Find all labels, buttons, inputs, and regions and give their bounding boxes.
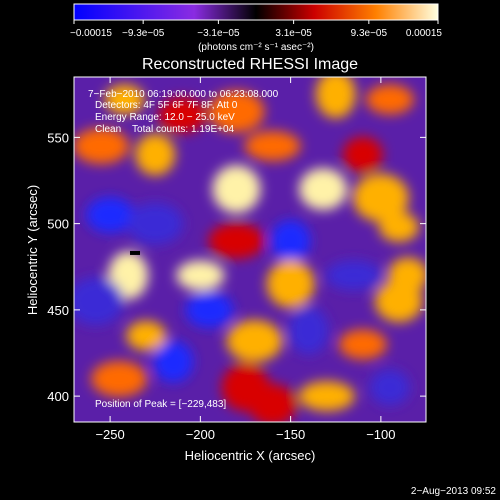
image-blob xyxy=(176,260,225,291)
colorbar-tick-label: 3.1e−05 xyxy=(275,28,312,39)
colorbar-tick-label: 0.00015 xyxy=(406,28,443,39)
image-blob xyxy=(378,212,419,243)
chart-title: Reconstructed RHESSI Image xyxy=(142,56,358,73)
image-blob xyxy=(315,77,356,119)
x-axis-ticks: −250 −200 −150 −100 xyxy=(95,77,396,442)
colorbar-tick-label: 9.3e−05 xyxy=(351,28,388,39)
y-tick-label: 400 xyxy=(47,389,69,404)
colorbar-unit-label: (photons cm⁻² s⁻¹ asec⁻²) xyxy=(198,42,314,53)
colorbar-tick-label: −3.1e−05 xyxy=(197,28,240,39)
image-blob xyxy=(74,128,130,164)
y-tick-label: 500 xyxy=(47,217,69,232)
image-blob xyxy=(126,320,167,351)
image-blob xyxy=(248,383,297,422)
image-blob xyxy=(226,319,283,362)
image-blob xyxy=(127,202,184,245)
image-blob xyxy=(74,277,124,326)
image-blob xyxy=(208,90,265,133)
image-blob xyxy=(325,260,382,291)
image-blob xyxy=(374,280,423,323)
image-blob xyxy=(342,136,383,173)
image-blob xyxy=(153,340,194,383)
image-blob xyxy=(299,168,348,211)
y-tick-label: 550 xyxy=(47,130,69,145)
image-blob xyxy=(244,131,301,161)
annotation-time-range: 7−Feb−2010 06:19:00.000 to 06:23:08.000 xyxy=(88,89,279,100)
x-tick-label: −100 xyxy=(366,427,395,442)
image-blob xyxy=(352,173,409,222)
y-axis-ticks: 400 450 500 550 xyxy=(47,130,426,404)
image-blob xyxy=(298,381,355,412)
image-blob xyxy=(212,165,261,214)
colorbar-ticks: −0.00015 −9.3e−05 −3.1e−05 3.1e−05 9.3e−05 0.… xyxy=(70,20,442,39)
image-blob xyxy=(104,84,145,115)
x-tick-label: −150 xyxy=(276,427,305,442)
y-axis-label: Heliocentric Y (arcsec) xyxy=(25,185,40,315)
image-blob xyxy=(135,133,176,176)
annotation-clean-counts: Clean Total counts: 1.19E+04 xyxy=(95,124,235,135)
colorbar-tick-label: −0.00015 xyxy=(70,28,112,39)
x-axis-label: Heliocentric X (arcsec) xyxy=(185,448,316,463)
image-blob xyxy=(266,260,315,308)
image-blobs xyxy=(74,77,426,422)
image-blob xyxy=(338,329,387,360)
x-tick-label: −200 xyxy=(186,427,215,442)
peak-marker xyxy=(130,250,141,255)
image-blob xyxy=(185,291,234,328)
image-blob xyxy=(158,96,207,133)
plot-frame xyxy=(73,76,427,423)
annotation-detectors: Detectors: 4F 5F 6F 7F 8F, Att 0 xyxy=(95,100,238,111)
y-tick-label: 450 xyxy=(47,303,69,318)
date-stamp: 2−Aug−2013 09:52 xyxy=(411,486,497,497)
annotation-peak: Position of Peak = [−229,483] xyxy=(95,399,226,410)
image-blob xyxy=(91,360,148,397)
annotation-energy-range: Energy Range: 12.0 − 25.0 keV xyxy=(95,112,235,123)
colorbar xyxy=(73,3,439,21)
colorbar-tick-label: −9.3e−05 xyxy=(122,28,165,39)
image-blob xyxy=(369,369,410,406)
x-tick-label: −250 xyxy=(95,427,124,442)
image-blob xyxy=(365,84,414,115)
image-blob xyxy=(270,219,311,262)
image-blob xyxy=(288,306,329,355)
image-blob xyxy=(208,222,265,259)
image-blob xyxy=(86,197,135,233)
